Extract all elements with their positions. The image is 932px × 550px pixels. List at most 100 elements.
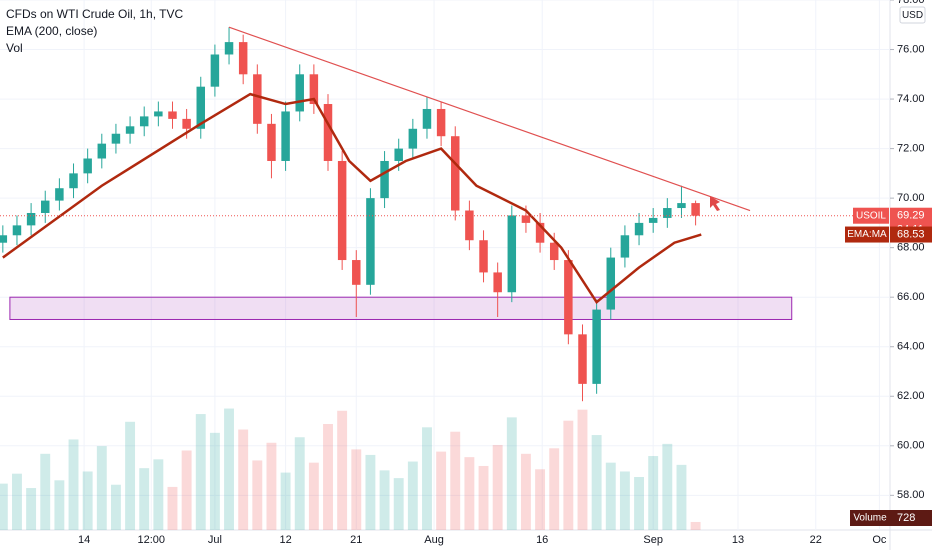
currency[interactable]: USD — [902, 10, 923, 21]
volume-name-box — [850, 510, 890, 526]
candle-body — [380, 160, 389, 199]
candle-body — [154, 111, 163, 117]
volume-bar — [591, 435, 602, 530]
candle-body — [677, 203, 686, 209]
candle-body — [41, 200, 50, 213]
x-tick-label: Sep — [643, 534, 663, 546]
candle-body — [12, 225, 22, 236]
candle-body — [238, 42, 248, 75]
volume-bar — [662, 443, 673, 530]
x-tick-label: Aug — [424, 534, 444, 546]
volume-bar — [82, 471, 93, 530]
volume-bar — [125, 421, 136, 530]
y-tick-label: 62.00 — [897, 390, 925, 402]
volume-bar — [252, 460, 263, 530]
y-tick-label: 78.00 — [897, 0, 925, 6]
volume-bar — [634, 477, 644, 530]
volume-bar — [139, 468, 150, 530]
candle-body — [323, 104, 333, 161]
volume-bar — [619, 471, 630, 530]
volume-bar — [238, 429, 249, 530]
candle-body — [69, 173, 78, 189]
candle-body — [648, 217, 658, 223]
candle-body — [578, 334, 587, 384]
candle-body — [564, 260, 573, 335]
legend-ema: EMA (200, close) — [6, 24, 97, 38]
volume-bar — [26, 488, 37, 530]
trendline — [228, 26, 751, 212]
candle-body — [125, 126, 135, 134]
candle-body — [521, 215, 531, 223]
symbol-box — [853, 207, 889, 224]
x-tick-label: 21 — [350, 534, 362, 546]
candle-body — [507, 215, 517, 293]
volume-bar — [535, 469, 546, 530]
candle-body — [436, 108, 446, 137]
y-tick-label: 72.00 — [897, 143, 925, 155]
currency-box[interactable] — [899, 6, 926, 24]
candle-body — [253, 74, 262, 124]
candle-body — [366, 198, 375, 285]
candle-body — [55, 188, 64, 201]
y-tick-label: 74.00 — [897, 93, 925, 105]
volume-bar — [506, 417, 517, 530]
volume-bar — [224, 408, 234, 530]
candle-body — [493, 272, 502, 293]
candle-body — [267, 123, 276, 161]
x-tick-label: 22 — [810, 534, 822, 546]
volume-bar — [690, 521, 701, 530]
candle-body — [168, 111, 177, 119]
ema-value-label: 68.53 — [897, 228, 925, 240]
x-tick-label: 12:00 — [138, 534, 166, 546]
volume-bar — [308, 462, 319, 530]
candle-body — [111, 133, 121, 144]
volume-bar — [209, 432, 220, 530]
volume-bar — [563, 420, 574, 530]
volume-bar — [676, 464, 687, 530]
volume-bar — [422, 427, 432, 530]
candle-body — [196, 86, 206, 129]
volume-bar — [365, 454, 376, 530]
volume-name: Volume — [853, 513, 887, 524]
ema-value-box — [890, 226, 932, 243]
volume-bar — [436, 451, 447, 530]
x-tick-label: 13 — [732, 534, 744, 546]
x-tick-label: 14 — [78, 534, 90, 546]
volume-bar — [280, 472, 291, 530]
volume-bar — [68, 439, 79, 530]
legend-vol: Vol — [6, 41, 23, 55]
candle-body — [224, 42, 234, 55]
support-zone — [9, 296, 793, 320]
volume-bar — [648, 456, 659, 530]
y-tick-label: 76.00 — [897, 43, 925, 55]
y-tick-label: 66.00 — [897, 291, 925, 303]
candle-body — [592, 309, 601, 384]
candle-body — [0, 235, 8, 243]
candle-body — [139, 116, 149, 127]
volume-bar — [54, 480, 65, 530]
volume-bar — [520, 453, 531, 530]
candle-body — [422, 108, 432, 129]
volume-bar — [12, 473, 22, 530]
candle-body — [465, 210, 474, 241]
volume-bar — [323, 424, 333, 530]
candle-body — [210, 54, 220, 87]
candle-body — [309, 74, 319, 105]
candle-body — [535, 222, 545, 243]
candle-body — [663, 208, 672, 218]
candle-body — [549, 242, 559, 261]
volume-bar — [110, 484, 121, 530]
volume-bar — [195, 414, 206, 530]
y-tick-label: 68.00 — [897, 242, 925, 254]
candle-body — [337, 160, 347, 261]
y-tick-label: 70.00 — [897, 192, 925, 204]
volume-bar — [337, 410, 348, 530]
last-price-label: 69.29 — [897, 210, 925, 222]
ema-name-box — [845, 226, 889, 243]
x-tick-label: Jul — [208, 534, 222, 546]
volume-value-box — [890, 510, 932, 526]
cursor-marker — [710, 196, 720, 211]
y-tick-label: 64.00 — [897, 341, 925, 353]
